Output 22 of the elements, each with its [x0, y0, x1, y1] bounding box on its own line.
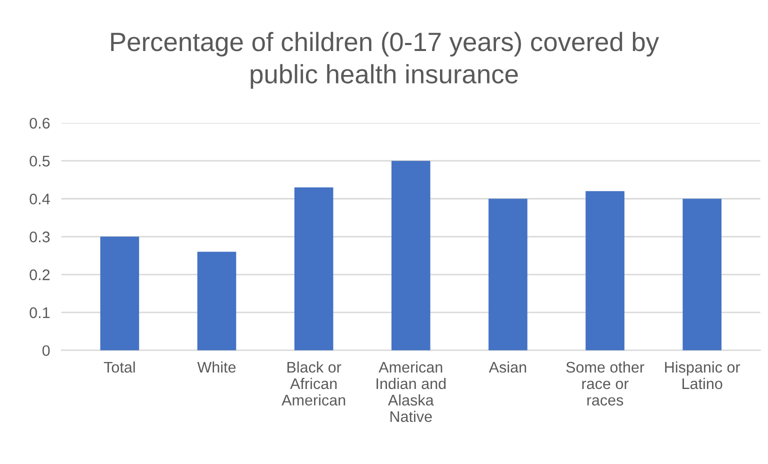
x-tick-label: Some other race or races — [566, 361, 644, 406]
x-tick-label: Black or African American — [282, 361, 346, 406]
bar — [391, 160, 430, 350]
x-tick-label: Hispanic or Latino — [665, 361, 740, 390]
x-tick-label: American Indian and Alaska Native — [376, 361, 446, 422]
y-tick-label: 0.6 — [30, 118, 50, 129]
x-tick-label: Total — [104, 361, 135, 373]
y-tick-label: 0.4 — [30, 194, 50, 204]
bar — [100, 236, 140, 350]
y-tick-label: 0.3 — [30, 232, 50, 242]
x-tick-label: White — [197, 361, 236, 373]
bar — [682, 198, 722, 350]
y-tick-label: 0.2 — [30, 269, 50, 280]
bar — [586, 191, 624, 350]
y-tick-label: 0.5 — [30, 156, 50, 167]
y-tick-label: 0 — [42, 345, 50, 356]
bar — [294, 187, 334, 350]
bar — [488, 198, 528, 350]
chart-title: Percentage of children (0-17 years) covered by public health insurance — [111, 32, 659, 89]
y-tick-label: 0.1 — [30, 307, 50, 318]
bar — [197, 252, 236, 350]
x-tick-label: Asian — [488, 361, 526, 373]
